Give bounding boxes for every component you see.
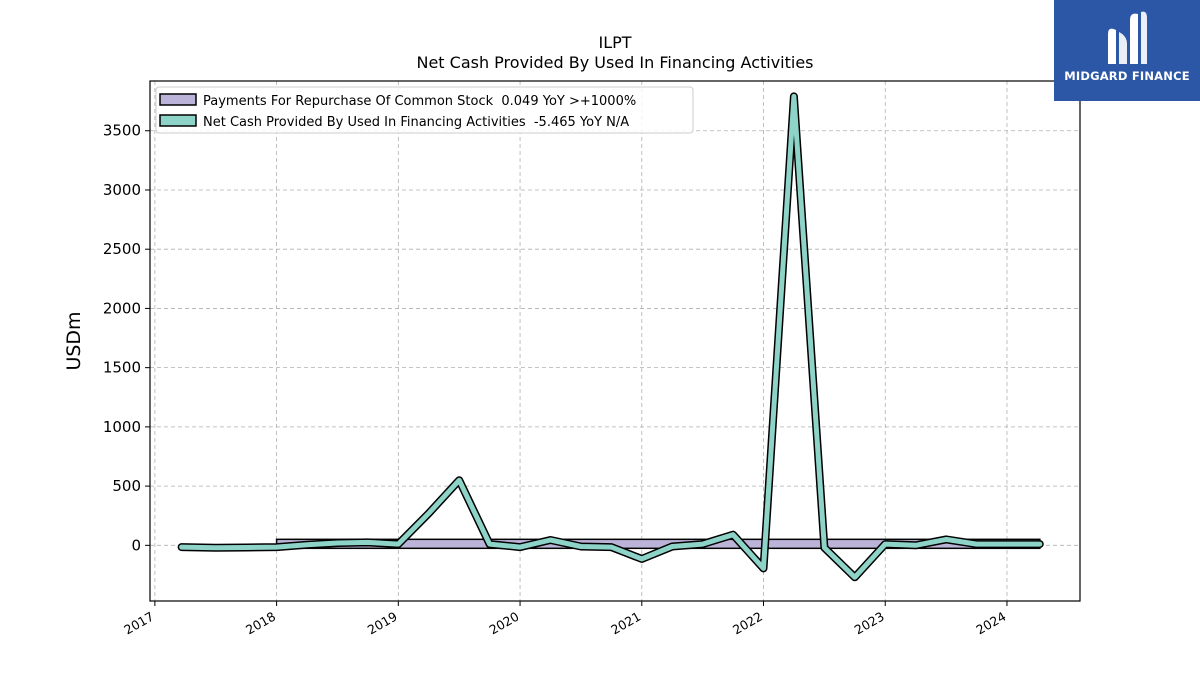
- x-tick-label: 2018: [243, 609, 278, 638]
- data-point: [915, 544, 917, 546]
- data-point: [1039, 543, 1041, 545]
- series-layer: [177, 92, 1044, 582]
- x-tick-label: 2019: [365, 609, 400, 638]
- data-point: [397, 543, 399, 545]
- x-tick-label: 2024: [973, 609, 1008, 638]
- data-point: [945, 538, 947, 540]
- midgard-logo-icon: [1108, 11, 1147, 65]
- y-axis: 0 500 1000 1500 2000 2500 3000 3500: [103, 122, 150, 554]
- data-point: [458, 479, 460, 481]
- data-point: [580, 546, 582, 548]
- data-point: [884, 543, 886, 545]
- data-point: [702, 543, 704, 545]
- y-tick-label: 1500: [103, 359, 141, 377]
- legend-label-repurchase: Payments For Repurchase Of Common Stock …: [203, 94, 636, 109]
- y-tick-label: 3000: [103, 181, 141, 199]
- data-point: [763, 567, 765, 569]
- data-point: [976, 543, 978, 545]
- data-point: [549, 539, 551, 541]
- x-tick-label: 2020: [487, 609, 522, 638]
- data-point: [245, 546, 247, 548]
- legend: Payments For Repurchase Of Common Stock …: [155, 86, 694, 134]
- chart-subtitle: Net Cash Provided By Used In Financing A…: [416, 53, 813, 72]
- data-point: [823, 547, 825, 549]
- y-tick-label: 2000: [103, 299, 141, 317]
- y-tick-label: 0: [131, 536, 141, 554]
- data-point: [428, 512, 430, 514]
- legend-label-financing: Net Cash Provided By Used In Financing A…: [203, 115, 629, 130]
- data-point: [336, 542, 338, 544]
- y-tick-label: 3500: [103, 122, 141, 140]
- data-point: [732, 534, 734, 536]
- y-axis-label: USDm: [63, 311, 85, 370]
- data-point: [610, 546, 612, 548]
- data-point: [276, 546, 278, 548]
- data-point: [671, 546, 673, 548]
- logo: MIDGARD FINANCE: [1054, 0, 1200, 101]
- legend-swatch-repurchase: [159, 93, 197, 106]
- data-point: [793, 95, 795, 97]
- data-point: [519, 546, 521, 548]
- line-financing: [179, 93, 1043, 580]
- data-point: [489, 543, 491, 545]
- x-axis: 2017 2018 2019 2020 2021 2022 2023 2024: [121, 601, 1009, 638]
- chart-title: ILPT: [598, 33, 631, 52]
- y-tick-label: 2500: [103, 240, 141, 258]
- y-tick-label: 500: [112, 477, 141, 495]
- data-point: [181, 546, 183, 548]
- data-point: [306, 544, 308, 546]
- legend-swatch-financing: [159, 114, 197, 127]
- plot-frame: [149, 80, 1081, 602]
- logo-text: MIDGARD FINANCE: [1064, 69, 1190, 83]
- x-tick-label: 2021: [608, 609, 643, 638]
- x-tick-label: 2022: [730, 609, 765, 638]
- data-point: [367, 541, 369, 543]
- data-point: [854, 576, 856, 578]
- data-point: [1006, 543, 1008, 545]
- line-financing-outline: [177, 92, 1044, 582]
- y-tick-label: 1000: [103, 418, 141, 436]
- data-point: [641, 558, 643, 560]
- x-tick-label: 2017: [121, 609, 156, 638]
- data-point: [215, 547, 217, 549]
- x-tick-label: 2023: [852, 609, 887, 638]
- gridlines: [150, 81, 1080, 601]
- legend-box: [155, 86, 694, 134]
